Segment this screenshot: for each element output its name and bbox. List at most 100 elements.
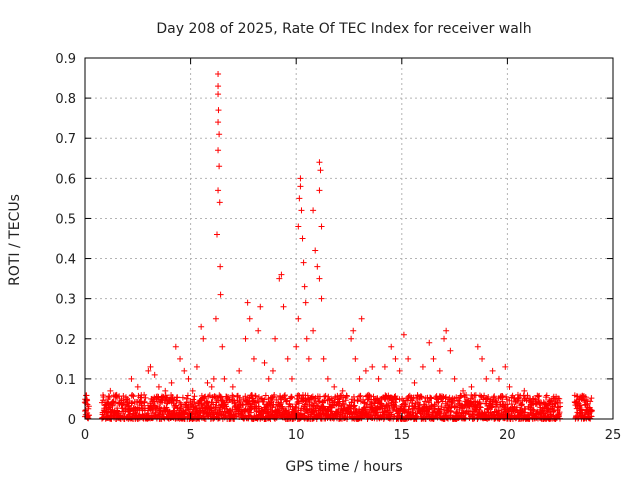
data-point xyxy=(172,343,179,350)
band-marker xyxy=(556,409,563,416)
band-marker xyxy=(184,392,191,399)
band-marker xyxy=(536,392,543,399)
data-point xyxy=(124,395,131,402)
data-point xyxy=(303,335,310,342)
band-marker xyxy=(281,393,288,400)
band-marker xyxy=(236,394,243,401)
data-point xyxy=(280,303,287,310)
data-point xyxy=(229,383,236,390)
data-point xyxy=(430,355,437,362)
band-marker xyxy=(555,411,562,418)
band-marker xyxy=(336,402,343,409)
band-marker xyxy=(499,398,506,405)
data-point xyxy=(369,363,376,370)
data-point xyxy=(436,367,443,374)
data-point xyxy=(300,259,307,266)
data-point xyxy=(147,363,154,370)
data-point xyxy=(216,199,223,206)
chart-title: Day 208 of 2025, Rate Of TEC Index for r… xyxy=(156,21,531,37)
data-point xyxy=(479,355,486,362)
band-marker xyxy=(380,411,387,418)
data-point xyxy=(375,375,382,382)
band-marker xyxy=(190,396,197,403)
data-point xyxy=(113,391,120,398)
data-point xyxy=(269,367,276,374)
data-point xyxy=(538,399,545,406)
band-marker xyxy=(174,394,181,401)
band-marker xyxy=(451,403,458,410)
band-marker xyxy=(83,392,90,399)
band-marker xyxy=(438,403,445,410)
data-point xyxy=(210,375,217,382)
band-marker xyxy=(284,397,291,404)
data-point xyxy=(257,303,264,310)
plot-frame xyxy=(84,57,614,420)
band-marker xyxy=(425,399,432,406)
data-point xyxy=(392,355,399,362)
data-point xyxy=(298,207,305,214)
band-marker xyxy=(230,393,237,400)
band-marker xyxy=(463,391,470,398)
data-point xyxy=(529,395,536,402)
band-marker xyxy=(191,393,198,400)
band-marker xyxy=(491,393,498,400)
band-marker xyxy=(85,415,92,422)
band-marker xyxy=(471,415,478,422)
data-point xyxy=(221,375,228,382)
band-marker xyxy=(144,410,151,417)
band-marker xyxy=(288,394,295,401)
band-marker xyxy=(550,408,557,415)
data-point xyxy=(468,383,475,390)
data-point xyxy=(314,263,321,270)
data-point xyxy=(301,283,308,290)
band-marker xyxy=(350,393,357,400)
band-marker xyxy=(477,404,484,411)
band-marker xyxy=(511,403,518,410)
band-marker xyxy=(170,396,177,403)
grid xyxy=(85,58,613,419)
band-marker xyxy=(446,413,453,420)
data-point xyxy=(339,387,346,394)
band-marker xyxy=(326,401,333,408)
band-marker xyxy=(346,402,353,409)
data-point xyxy=(255,327,262,334)
x-tick-label: 10 xyxy=(288,428,305,443)
data-point xyxy=(278,271,285,278)
data-point xyxy=(297,183,304,190)
data-point xyxy=(317,167,324,174)
band-marker xyxy=(295,400,302,407)
y-tick-label: 0.1 xyxy=(55,373,76,388)
data-point xyxy=(521,387,528,394)
band-marker xyxy=(409,397,416,404)
y-tick-label: 0.2 xyxy=(55,333,76,348)
band-marker xyxy=(382,403,389,410)
data-point xyxy=(284,355,291,362)
band-marker xyxy=(506,397,513,404)
data-point xyxy=(305,355,312,362)
y-tick-label: 0.8 xyxy=(55,92,76,107)
data-point xyxy=(443,327,450,334)
band-marker xyxy=(530,407,537,414)
band-marker xyxy=(337,392,344,399)
data-point xyxy=(502,363,509,370)
data-point xyxy=(316,159,323,166)
data-point xyxy=(128,375,135,382)
data-point xyxy=(331,383,338,390)
band-marker xyxy=(129,391,136,398)
band-marker xyxy=(518,402,525,409)
data-point xyxy=(514,391,521,398)
band-marker xyxy=(495,409,502,416)
band-marker xyxy=(199,405,206,412)
band-marker xyxy=(383,404,390,411)
band-marker xyxy=(293,403,300,410)
data-point xyxy=(400,331,407,338)
data-point xyxy=(362,367,369,374)
data-point xyxy=(348,335,355,342)
data-point xyxy=(555,403,562,410)
band-marker xyxy=(191,399,198,406)
band-marker xyxy=(120,392,127,399)
x-tick-label: 5 xyxy=(186,428,194,443)
band-marker xyxy=(217,393,224,400)
band-marker xyxy=(223,403,230,410)
